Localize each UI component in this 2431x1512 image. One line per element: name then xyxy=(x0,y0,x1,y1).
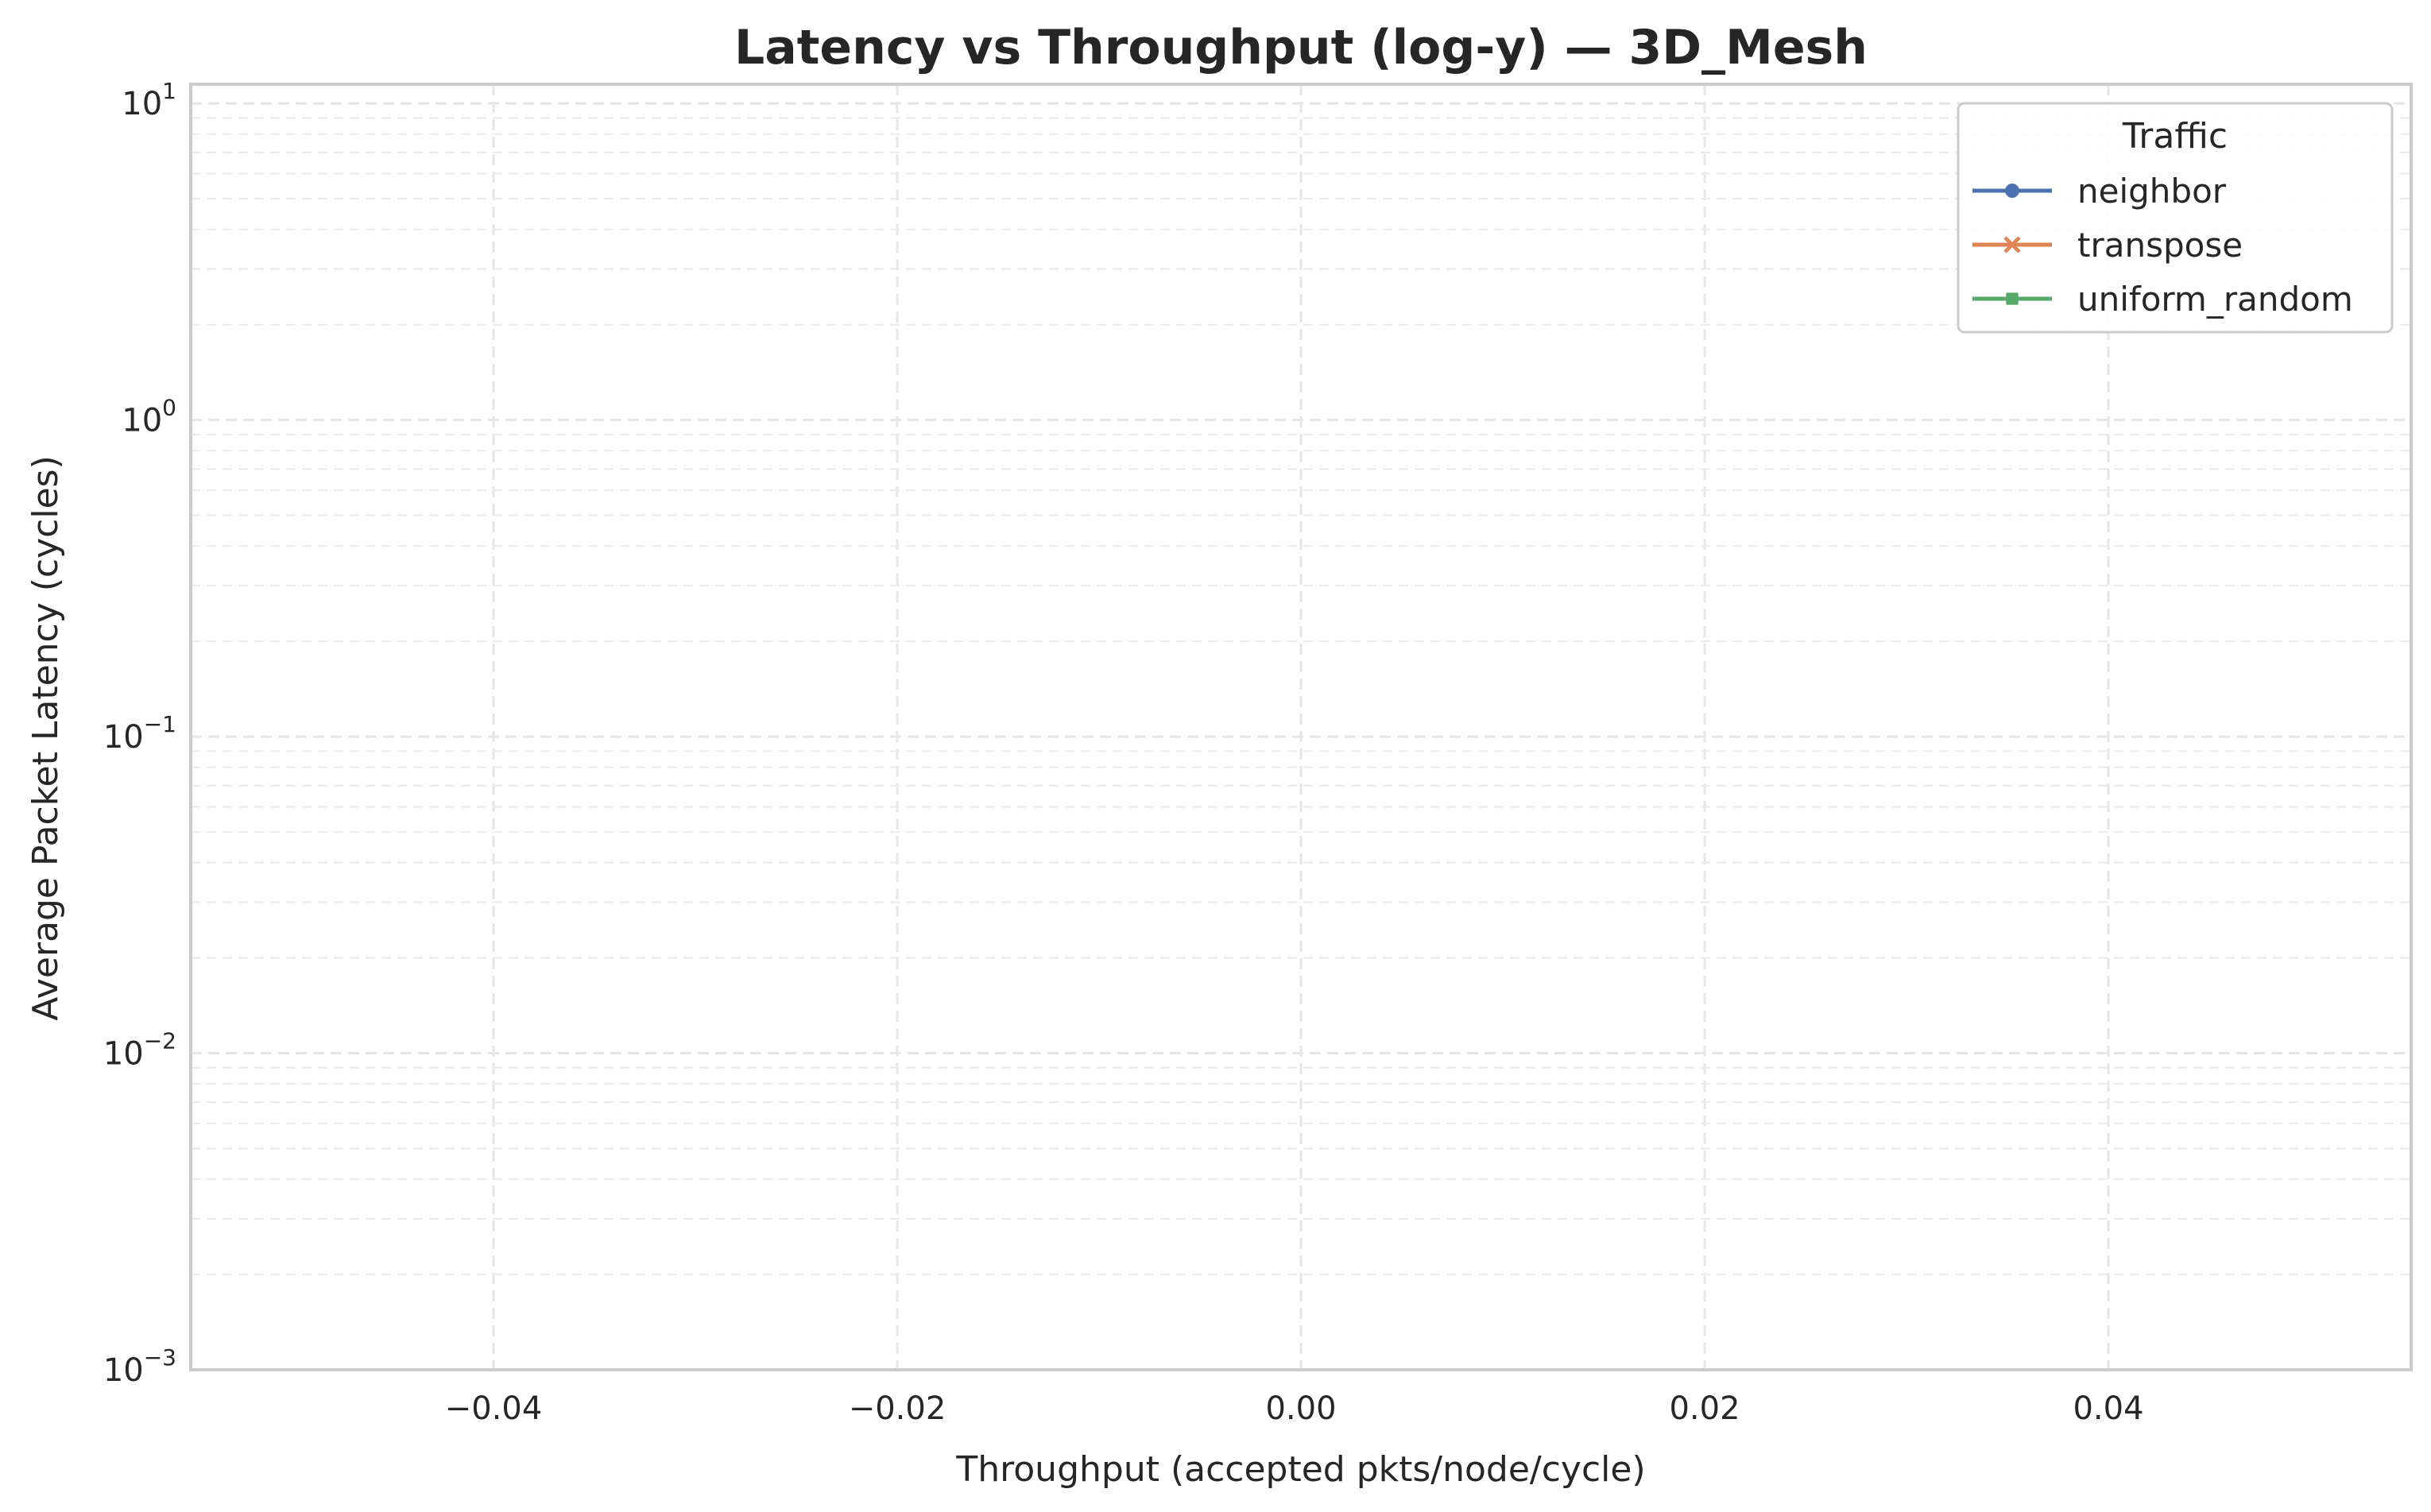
y-tick-label: 10−2 xyxy=(103,1028,176,1073)
legend-label: transpose xyxy=(2077,226,2243,265)
y-axis-ticks: 10−3 10−2 10−1 100 101 xyxy=(103,78,176,1389)
legend: Traffic neighbor transpose uniform_random xyxy=(1957,102,2394,334)
x-tick-label: −0.02 xyxy=(849,1390,946,1427)
series-marker xyxy=(2005,184,2019,198)
legend-label: neighbor xyxy=(2077,172,2227,211)
y-tick-label: 101 xyxy=(122,78,176,122)
series-marker xyxy=(2006,292,2019,305)
legend-entry-neighbor: neighbor xyxy=(1972,172,2227,211)
legend-title: Traffic xyxy=(2122,116,2228,157)
x-tick-label: 0.04 xyxy=(2073,1390,2143,1427)
legend-entry-transpose: transpose xyxy=(1972,226,2243,265)
y-axis-label: Average Packet Latency (cycles) xyxy=(25,455,66,1020)
y-tick-label: 10−1 xyxy=(103,711,176,756)
x-tick-label: 0.00 xyxy=(1265,1390,1336,1427)
x-tick-label: −0.04 xyxy=(445,1390,543,1427)
x-tick-label: 0.02 xyxy=(1669,1390,1740,1427)
legend-entry-uniform-random: uniform_random xyxy=(1972,280,2353,319)
x-axis-label: Throughput (accepted pkts/node/cycle) xyxy=(955,1449,1645,1490)
plot-frame xyxy=(189,83,2413,1371)
chart-title: Latency vs Throughput (log-y) — 3D_Mesh xyxy=(734,20,1868,75)
series-marker xyxy=(2003,236,2021,253)
x-axis-ticks: −0.04 −0.02 0.00 0.02 0.04 xyxy=(445,1390,2144,1427)
legend-box xyxy=(1957,102,2394,334)
legend-label: uniform_random xyxy=(2077,280,2353,319)
y-tick-label: 10−3 xyxy=(103,1344,176,1389)
legend-entries: neighbor transpose uniform_random xyxy=(1972,172,2353,319)
y-tick-label: 100 xyxy=(122,395,176,439)
